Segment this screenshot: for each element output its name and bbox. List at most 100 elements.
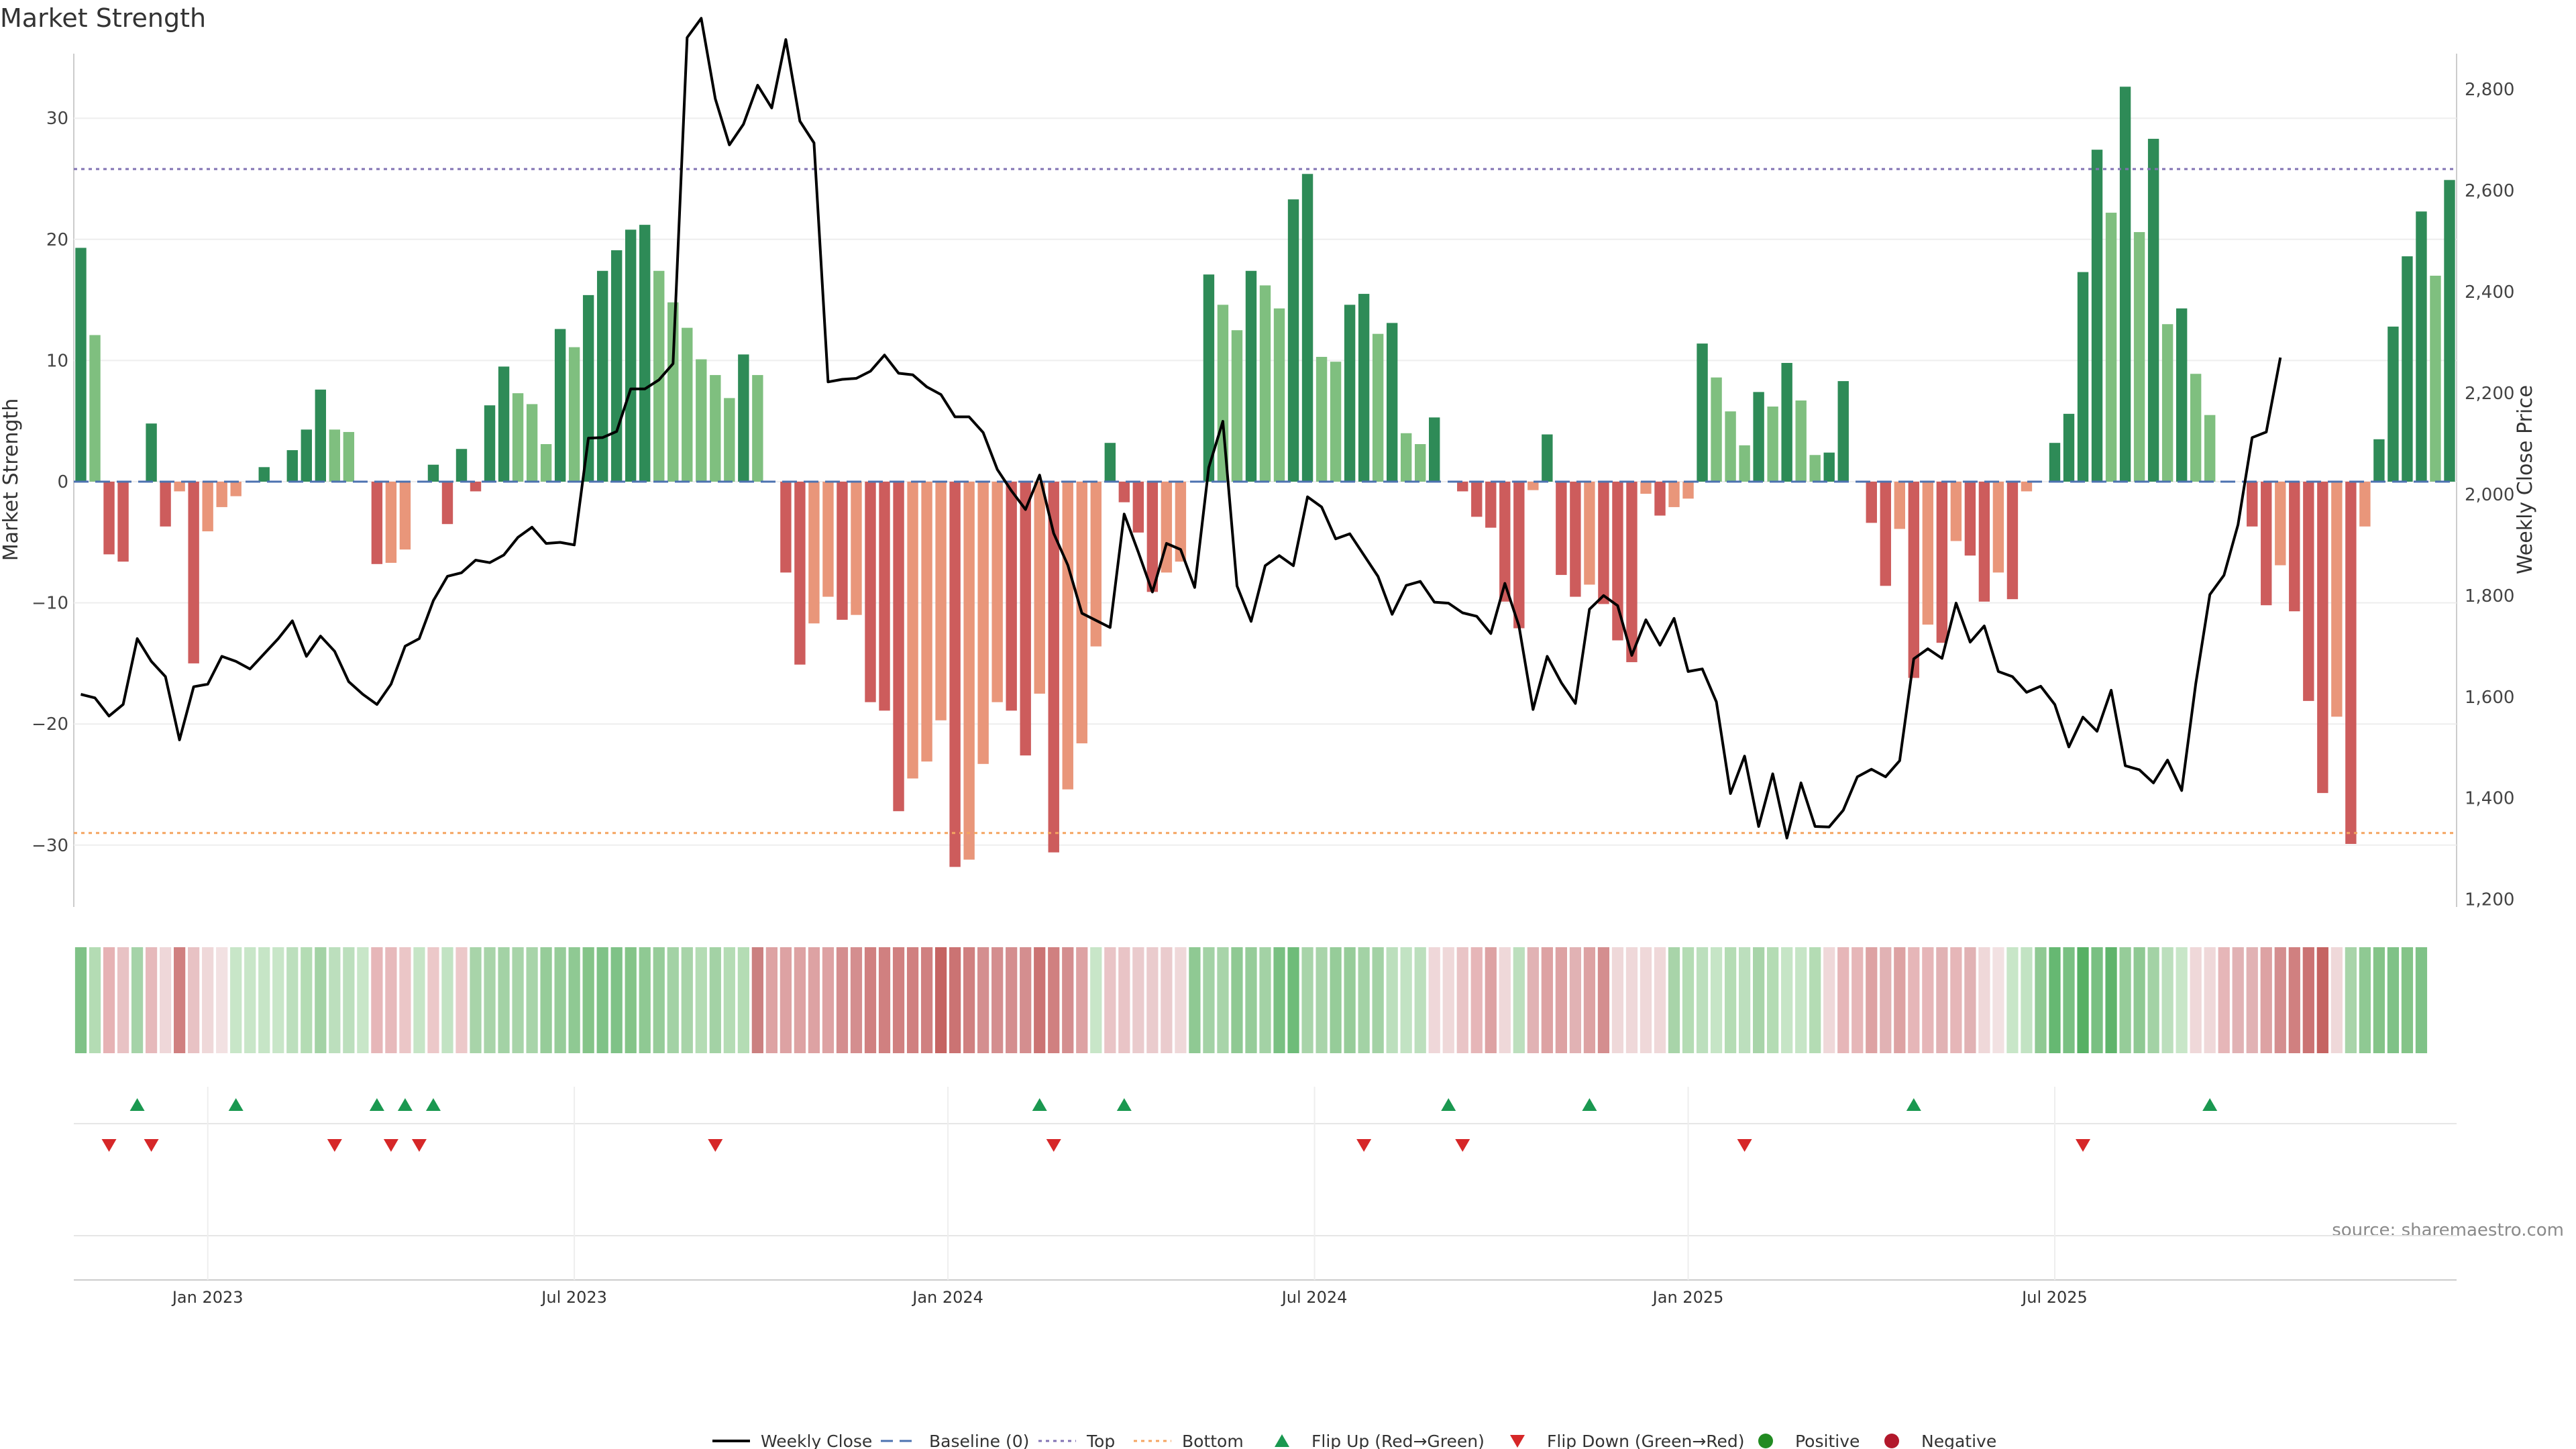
strength-bar — [258, 467, 270, 482]
heatmap-cell — [1428, 947, 1440, 1053]
heatmap-cell — [1132, 947, 1144, 1053]
strength-bar — [1034, 482, 1045, 694]
heatmap-cell — [301, 947, 313, 1053]
heatmap-cell — [2091, 947, 2103, 1053]
strength-bar — [2289, 482, 2300, 612]
strength-heatmap — [74, 947, 2428, 1053]
heatmap-cell — [667, 947, 679, 1053]
heatmap-cell — [1414, 947, 1426, 1053]
heatmap-cell — [1245, 947, 1257, 1053]
heatmap-cell — [117, 947, 129, 1053]
legend-label: Bottom — [1182, 1432, 1244, 1449]
strength-bar — [1429, 417, 1440, 482]
heatmap-cell — [315, 947, 327, 1053]
heatmap-cell — [244, 947, 256, 1053]
heatmap-cell — [1485, 947, 1497, 1053]
heatmap-cell — [1442, 947, 1454, 1053]
heatmap-cell — [1809, 947, 1821, 1053]
strength-bar — [963, 482, 975, 860]
heatmap-cell — [1118, 947, 1130, 1053]
heatmap-cell — [2190, 947, 2202, 1053]
strength-bar — [2345, 482, 2357, 844]
heatmap-cell — [568, 947, 580, 1053]
strength-bar — [1809, 455, 1821, 482]
heatmap-cell — [1866, 947, 1878, 1053]
legend-label: Baseline (0) — [929, 1432, 1029, 1449]
strength-bar — [1711, 377, 1722, 482]
strength-bar — [2021, 482, 2033, 492]
heatmap-cell — [1541, 947, 1553, 1053]
heatmap-cell — [934, 947, 947, 1053]
strength-bar — [1104, 443, 1116, 482]
heatmap-cell — [1020, 947, 1032, 1053]
heatmap-cell — [751, 947, 763, 1053]
strength-bar — [343, 431, 355, 482]
heatmap-cell — [1273, 947, 1285, 1053]
strength-bar — [1978, 482, 1990, 602]
strength-bar — [1823, 452, 1835, 482]
y2-axis-ticks: 2,800 2,600 2,400 2,200 2,000 1,800 1,600 1,400… — [2465, 80, 2514, 910]
strength-bar — [1048, 482, 1059, 853]
strength-bar — [1217, 305, 1229, 482]
flip-markers — [74, 1087, 2457, 1281]
strength-bars — [75, 87, 2455, 867]
heatmap-cell — [949, 947, 961, 1053]
strength-bar — [1090, 482, 1102, 647]
strength-bar — [596, 270, 608, 482]
heatmap-cell — [1358, 947, 1370, 1053]
strength-bar — [1908, 482, 1920, 678]
strength-bar — [2204, 415, 2216, 482]
strength-bar — [949, 482, 961, 867]
strength-bar — [1964, 482, 1976, 556]
heatmap-cell — [1894, 947, 1906, 1053]
strength-bar — [441, 482, 453, 525]
heatmap-cell — [695, 947, 707, 1053]
heatmap-cell — [2288, 947, 2300, 1053]
strength-bar — [2247, 482, 2258, 527]
strength-bar — [1020, 482, 1031, 756]
heatmap-cell — [625, 947, 637, 1053]
heatmap-cell — [188, 947, 200, 1053]
strength-bar — [625, 229, 637, 482]
heatmap-cell — [1597, 947, 1610, 1053]
strength-bar — [1866, 482, 1877, 523]
strength-bar — [1654, 482, 1666, 516]
strength-bar — [371, 482, 383, 564]
heatmap-cell — [2077, 947, 2089, 1053]
heatmap-cell — [1456, 947, 1468, 1053]
heatmap-cell — [2246, 947, 2258, 1053]
heatmap-cell — [2302, 947, 2314, 1053]
y2-tick-label: 1,200 — [2465, 890, 2514, 910]
heatmap-cell — [2035, 947, 2047, 1053]
strength-bar — [865, 482, 876, 702]
heatmap-cell — [963, 947, 975, 1053]
strength-bar — [75, 248, 87, 482]
heatmap-cell — [2204, 947, 2216, 1053]
heatmap-cell — [286, 947, 299, 1053]
heatmap-cell — [1287, 947, 1299, 1053]
strength-bar — [2091, 150, 2103, 482]
strength-bar — [582, 294, 594, 482]
strength-bar — [1992, 482, 2004, 573]
heatmap-cell — [540, 947, 552, 1053]
heatmap-cell — [681, 947, 693, 1053]
heatmap-cell — [1583, 947, 1596, 1053]
y-tick-label: −30 — [32, 836, 68, 856]
strength-bar — [1527, 482, 1539, 490]
strength-bar — [2190, 374, 2202, 482]
strength-bar — [2063, 413, 2075, 482]
heatmap-cell — [2387, 947, 2400, 1053]
x-axis-ticks: Jan 2023 Jul 2023 Jan 2024 Jul 2024 Jan 2025… — [171, 1288, 2088, 1307]
strength-bar — [1259, 285, 1271, 482]
strength-bar — [879, 482, 890, 711]
heatmap-cell — [258, 947, 270, 1053]
strength-bar — [991, 482, 1003, 702]
strength-bar — [1542, 434, 1553, 482]
heatmap-cell — [1640, 947, 1652, 1053]
strength-bar — [540, 444, 552, 482]
strength-bar — [1301, 174, 1313, 482]
reference-lines — [74, 168, 2457, 835]
strength-bar — [1330, 362, 1342, 482]
strength-bar — [2261, 482, 2272, 606]
heatmap-cell — [1611, 947, 1624, 1053]
